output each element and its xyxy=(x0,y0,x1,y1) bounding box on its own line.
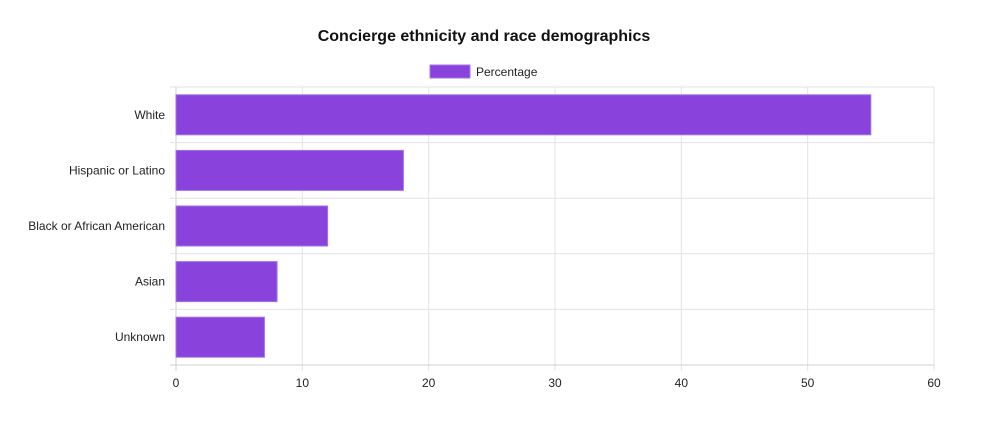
bars xyxy=(175,94,872,358)
y-tick-label: White xyxy=(134,108,165,122)
x-tick-label: 50 xyxy=(801,376,815,390)
y-tick-label: Black or African American xyxy=(28,219,165,233)
y-axis-labels: White Hispanic or Latino Black or African … xyxy=(28,108,165,344)
y-tick-label: Asian xyxy=(135,275,165,289)
x-tick-label: 30 xyxy=(548,376,562,390)
legend-swatch xyxy=(429,64,471,79)
legend[interactable]: Percentage xyxy=(429,64,538,79)
bar xyxy=(175,261,278,303)
x-tick-label: 10 xyxy=(296,376,310,390)
bar xyxy=(175,205,329,247)
bar xyxy=(175,149,404,191)
x-tick-label: 40 xyxy=(675,376,689,390)
legend-label: Percentage xyxy=(476,65,538,79)
y-tick-label: Unknown xyxy=(115,330,165,344)
chart-title: Concierge ethnicity and race demographic… xyxy=(318,28,651,45)
x-tick-label: 20 xyxy=(422,376,436,390)
x-tick-label: 0 xyxy=(173,376,180,390)
y-tick-label: Hispanic or Latino xyxy=(69,163,165,177)
x-axis-labels: 0 10 20 30 40 50 60 xyxy=(173,376,941,390)
bar xyxy=(175,316,265,358)
x-tick-label: 60 xyxy=(927,376,941,390)
bar xyxy=(175,94,872,136)
